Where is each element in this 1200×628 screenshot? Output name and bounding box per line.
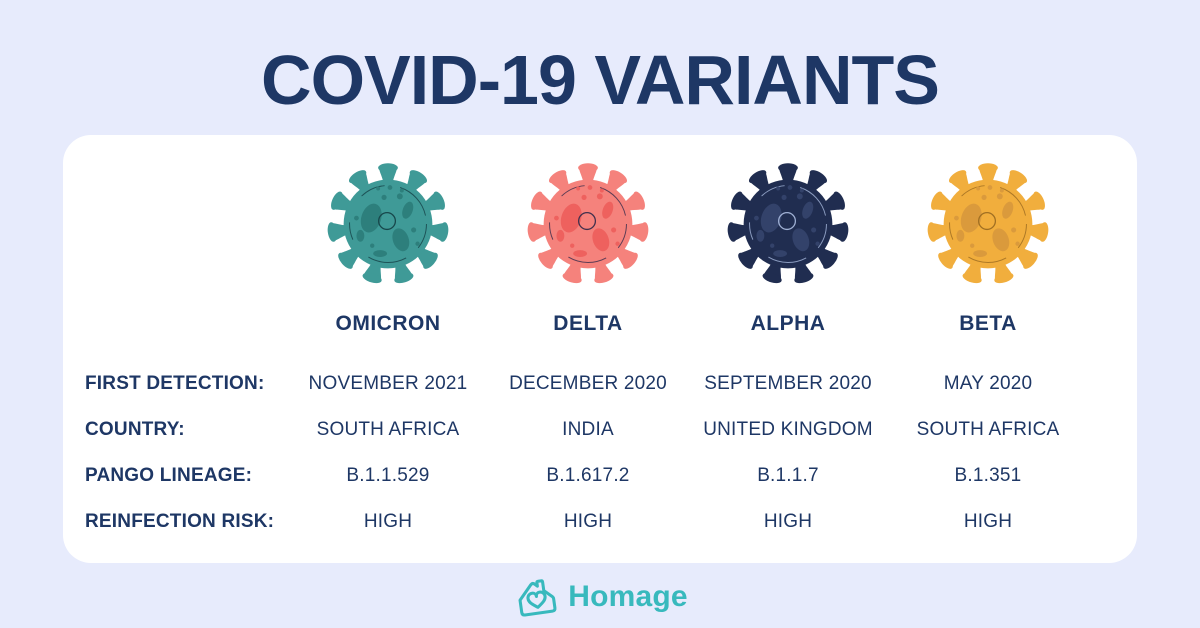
pango-lineage-beta: B.1.351 bbox=[954, 465, 1022, 486]
row-label-pango-lineage: PANGO LINEAGE: bbox=[85, 465, 253, 486]
row-label-first-detection: FIRST DETECTION: bbox=[85, 373, 265, 394]
virus-icon-beta bbox=[926, 163, 1050, 286]
virus-icon-delta bbox=[526, 163, 650, 286]
name-row-spacer bbox=[63, 303, 288, 345]
row-label-country: COUNTRY: bbox=[85, 419, 185, 440]
first-detection-omicron: NOVEMBER 2021 bbox=[308, 373, 468, 394]
virus-icon-omicron bbox=[326, 163, 450, 286]
pango-lineage-delta: B.1.617.2 bbox=[546, 465, 630, 486]
variant-name-alpha: ALPHA bbox=[750, 312, 826, 335]
variants-card: OMICRON DELTA ALPHA BETA FIRST DETECTION… bbox=[63, 135, 1137, 563]
reinfection-risk-omicron: HIGH bbox=[363, 511, 413, 532]
first-detection-beta: MAY 2020 bbox=[943, 373, 1033, 394]
reinfection-risk-beta: HIGH bbox=[963, 511, 1013, 532]
country-delta: INDIA bbox=[562, 419, 614, 440]
row-label-reinfection-risk: REINFECTION RISK: bbox=[85, 511, 275, 532]
page-title: COVID-19 VARIANTS bbox=[261, 41, 940, 119]
first-detection-delta: DECEMBER 2020 bbox=[509, 373, 667, 394]
variant-name-omicron: OMICRON bbox=[335, 312, 441, 335]
virus-row-spacer bbox=[63, 135, 288, 303]
variant-name-beta: BETA bbox=[959, 312, 1017, 335]
virus-cell-alpha bbox=[688, 135, 888, 303]
variants-table: OMICRON DELTA ALPHA BETA FIRST DETECTION… bbox=[63, 135, 1137, 563]
pango-lineage-alpha: B.1.1.7 bbox=[757, 465, 819, 486]
country-alpha: UNITED KINGDOM bbox=[703, 419, 873, 440]
country-beta: SOUTH AFRICA bbox=[916, 419, 1060, 440]
first-detection-alpha: SEPTEMBER 2020 bbox=[704, 373, 872, 394]
pango-lineage-omicron: B.1.1.529 bbox=[346, 465, 430, 486]
virus-cell-delta bbox=[488, 135, 688, 303]
homage-logo: Homage bbox=[0, 566, 1200, 628]
variant-name-delta: DELTA bbox=[553, 312, 623, 335]
reinfection-risk-delta: HIGH bbox=[563, 511, 613, 532]
virus-icon-alpha bbox=[726, 163, 850, 286]
virus-cell-beta bbox=[888, 135, 1088, 303]
country-omicron: SOUTH AFRICA bbox=[316, 419, 460, 440]
reinfection-risk-alpha: HIGH bbox=[763, 511, 813, 532]
house-heart-icon bbox=[518, 579, 557, 617]
brand-name: Homage bbox=[568, 580, 688, 613]
virus-cell-omicron bbox=[288, 135, 488, 303]
